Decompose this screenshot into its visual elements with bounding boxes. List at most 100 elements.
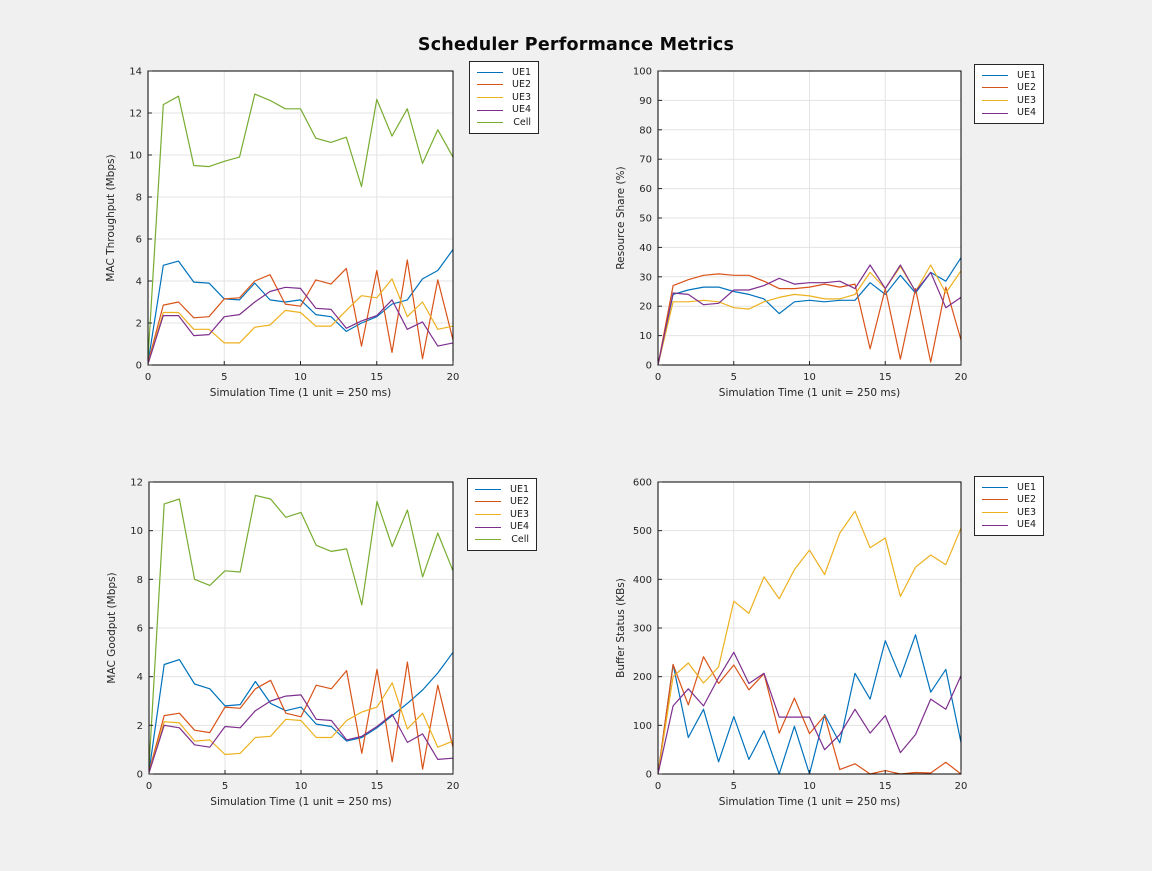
x-tick-label: 15 [371,781,384,792]
legend-entry-label: Cell [511,533,529,545]
legend-resource-share: UE1 UE2 UE3 UE4 [974,64,1044,125]
legend-line-swatch [982,87,1008,89]
y-tick-label: 60 [639,184,652,195]
legend-entry-label: UE4 [510,521,529,533]
legend-line-swatch [475,501,501,503]
x-tick-label: 0 [146,781,152,792]
chart-mac-goodput: 0 5 10 15 20 0 2 4 6 8 10 12 Simulation Time (1 unit… [106,478,459,809]
y-tick-label: 10 [129,151,142,162]
series-line-ue4 [147,286,454,365]
legend-line-swatch [477,84,503,86]
series-line-ue2 [148,661,454,772]
y-tick-label: 200 [633,672,652,683]
legend-line-swatch [475,526,501,528]
series-line-ue3 [657,510,962,775]
legend-entry-ue3: UE3 [468,508,536,521]
y-tick-label: 4 [136,277,142,288]
y-tick-label: 300 [633,624,652,635]
legend-entry-label: UE1 [510,483,529,495]
y-tick-label: 2 [137,721,143,732]
y-tick-label: 400 [633,575,652,586]
legend-entry-ue4: UE4 [470,104,538,117]
legend-entry-label: UE2 [512,79,531,91]
legend-entry-ue3: UE3 [975,506,1043,519]
legend-line-swatch [982,74,1008,76]
x-tick-label: 0 [655,781,661,792]
legend-buffer-status: UE1 UE2 UE3 UE4 [974,476,1044,537]
x-tick-label: 10 [294,372,307,383]
y-tick-label: 6 [137,624,143,635]
x-tick-label: 20 [955,781,968,792]
y-tick-label: 0 [137,770,143,781]
y-tick-label: 8 [136,193,142,204]
y-tick-label: 30 [639,272,652,283]
y-tick-label: 20 [639,302,652,313]
legend-entry-cell: Cell [470,116,538,129]
series-line-ue1 [147,249,454,363]
x-axis-label: Simulation Time (1 unit = 250 ms) [210,796,391,808]
y-tick-label: 0 [136,361,142,372]
x-tick-label: 0 [145,372,151,383]
series-line-ue1 [148,651,454,772]
legend-entry-ue4: UE4 [975,107,1043,120]
y-axis-label: Resource Share (%) [615,166,627,269]
series-line-ue4 [148,694,454,773]
legend-entry-ue4: UE4 [468,521,536,534]
legend-entry-ue2: UE2 [975,82,1043,95]
legend-entry-label: UE1 [1017,69,1036,81]
x-tick-label: 5 [731,781,737,792]
y-tick-label: 2 [136,319,142,330]
series-line-ue2 [657,656,962,775]
legend-entry-label: Cell [513,116,531,128]
legend-line-swatch [982,499,1008,501]
legend-entry-label: UE4 [1017,107,1036,119]
legend-entry-ue1: UE1 [470,66,538,79]
legend-line-swatch [982,524,1008,526]
legend-line-swatch [477,96,503,98]
legend-entry-label: UE1 [1017,481,1036,493]
legend-line-swatch [475,488,501,490]
figure-title: Scheduler Performance Metrics [417,35,735,55]
y-tick-label: 14 [129,67,142,78]
series-line-ue2 [657,273,962,366]
legend-entry-ue1: UE1 [975,481,1043,494]
legend-entry-ue1: UE1 [468,483,536,496]
y-tick-label: 80 [639,125,652,136]
y-tick-label: 10 [639,331,652,342]
x-tick-label: 0 [655,372,661,383]
legend-entry-ue2: UE2 [470,79,538,92]
y-tick-label: 0 [646,770,652,781]
y-tick-label: 500 [633,526,652,537]
legend-entry-ue2: UE2 [468,496,536,509]
series-line-ue2 [147,259,454,364]
x-axis-label: Simulation Time (1 unit = 250 ms) [719,796,900,808]
y-axis-label: MAC Goodput (Mbps) [106,572,118,683]
x-tick-label: 5 [222,781,228,792]
legend-entry-label: UE3 [512,91,531,103]
series-line-cell [147,93,454,359]
y-tick-label: 12 [130,478,143,489]
y-axis-label: MAC Throughput (Mbps) [105,154,117,281]
chart-mac-throughput: 0 5 10 15 20 0 2 4 6 8 10 12 14 Simulation Time (1 un… [105,67,459,400]
legend-line-swatch [982,112,1008,114]
y-tick-label: 4 [137,672,143,683]
y-tick-label: 50 [639,214,652,225]
legend-entry-cell: Cell [468,533,536,546]
legend-entry-ue3: UE3 [470,91,538,104]
legend-line-swatch [477,71,503,73]
y-tick-label: 100 [633,721,652,732]
x-tick-label: 15 [879,372,892,383]
series-line-ue3 [147,278,454,365]
y-tick-label: 6 [136,235,142,246]
legend-entry-ue3: UE3 [975,94,1043,107]
y-tick-label: 8 [137,575,143,586]
legend-mac-throughput: UE1 UE2 UE3 UE4 Cell [469,61,539,134]
legend-line-swatch [477,122,503,124]
x-tick-label: 15 [879,781,892,792]
x-tick-label: 5 [731,372,737,383]
legend-entry-ue4: UE4 [975,519,1043,532]
legend-line-swatch [477,109,503,111]
legend-line-swatch [982,486,1008,488]
